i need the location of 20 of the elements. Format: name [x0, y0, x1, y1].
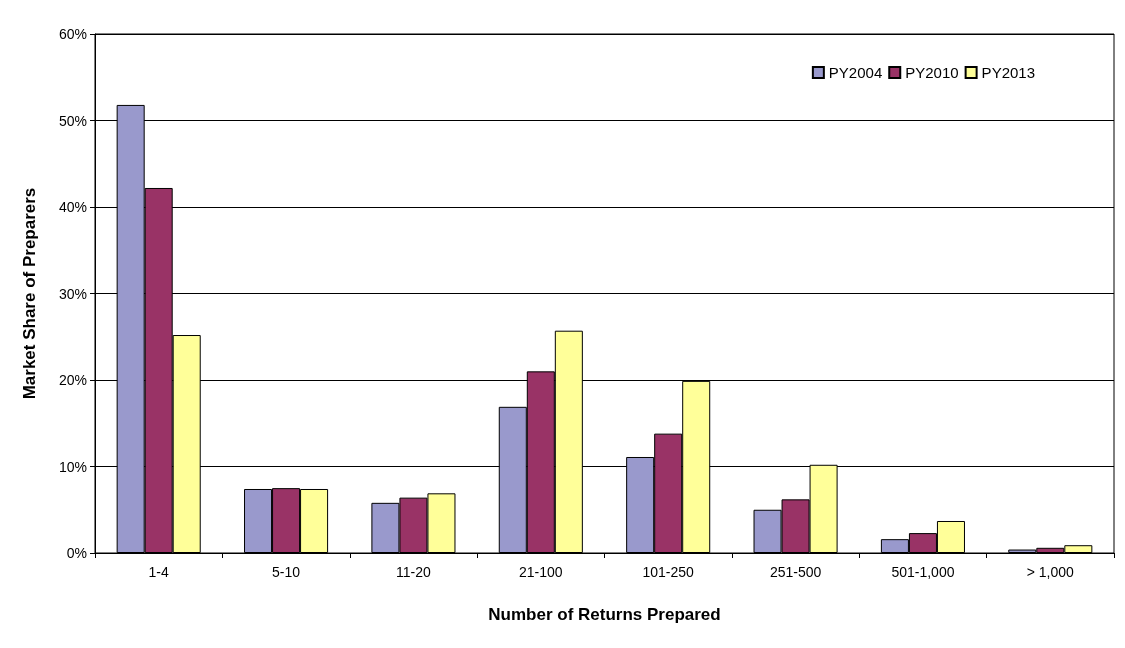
y-tick-label: 60% — [58, 26, 87, 42]
y-axis-title: Market Share of Preparers — [20, 187, 39, 400]
x-tick-label: 11-20 — [396, 564, 432, 580]
legend-label: PY2013 — [981, 64, 1036, 81]
y-tick-label: 20% — [58, 372, 87, 388]
y-tick-label: 10% — [58, 458, 87, 475]
y-tick-label: 30% — [58, 285, 87, 302]
legend-label: PY2010 — [905, 64, 959, 81]
y-tick-label: 0% — [66, 545, 87, 561]
x-tick-label: 251-500 — [769, 564, 822, 580]
x-tick-label: 21-100 — [519, 564, 563, 580]
x-tick-label: 5-10 — [272, 564, 301, 580]
x-tick-label: 501-1,000 — [891, 564, 955, 580]
x-tick-label: > 1,000 — [1026, 564, 1075, 580]
x-tick-label: 101-250 — [642, 564, 695, 580]
y-tick-label: 50% — [58, 112, 87, 129]
legend-label: PY2004 — [828, 64, 883, 81]
x-axis-title: Number of Returns Prepared — [488, 605, 721, 624]
y-tick-label: 40% — [58, 199, 87, 215]
x-tick-label: 1-4 — [148, 564, 170, 580]
